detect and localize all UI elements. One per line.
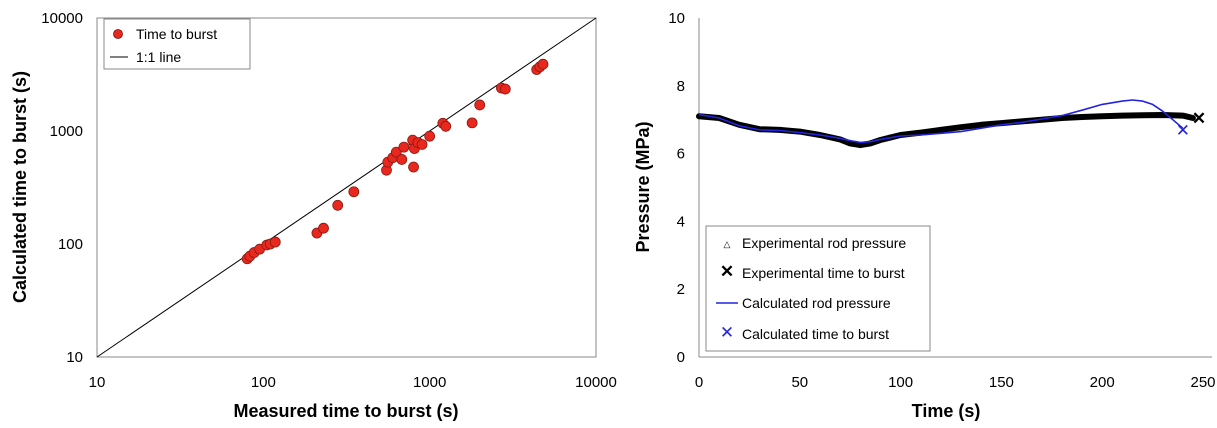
legend-marker-calculated-time-to-burst: ✕ [720, 323, 734, 342]
x-tick-label-1: 10000 [575, 374, 617, 391]
data-point-time-to-burst [466, 117, 478, 129]
x-tick-label-2: 50 [791, 374, 808, 391]
data-point-time-to-burst [499, 83, 511, 95]
data-point-time-to-burst [440, 120, 452, 132]
plot-area-1 [96, 17, 597, 358]
legend-2: △ Experimental rod pressure ✕ Experiment… [705, 225, 931, 352]
legend-label-time-to-burst: Time to burst [136, 26, 217, 42]
y-tick-label-1: 1000 [50, 123, 83, 140]
data-point-time-to-burst [348, 186, 360, 198]
legend-marker-experimental-time-to-burst: ✕ [720, 262, 734, 281]
y-tick-label-2: 4 [677, 213, 685, 230]
series-calculated-rod-pressure [698, 99, 1184, 144]
y-tick-label-1: 10000 [41, 10, 83, 27]
data-point-time-to-burst [318, 222, 329, 234]
x-tick-label-2: 150 [989, 374, 1014, 391]
y-tick-label-2: 10 [668, 10, 685, 27]
y-tick-label-2: 2 [677, 281, 685, 298]
data-point-time-to-burst [390, 146, 402, 158]
legend-1: Time to burst 1:1 line [103, 18, 251, 70]
y-tick-label-2: 0 [677, 349, 685, 366]
legend-label-experimental-rod-pressure: Experimental rod pressure [742, 235, 906, 251]
one-to-one-line [96, 17, 597, 358]
legend-label-calculated-rod-pressure: Calculated rod pressure [742, 295, 891, 311]
x-tick-label-2: 250 [1190, 374, 1215, 391]
x-tick-label-2: 100 [888, 374, 913, 391]
data-point-time-to-burst [474, 99, 486, 111]
legend-label-calculated-time-to-burst: Calculated time to burst [742, 326, 889, 342]
data-point-time-to-burst [269, 236, 281, 248]
x-tick-label-2: 0 [695, 374, 703, 391]
marker-calculated-time-to-burst: ✕ [1176, 121, 1190, 140]
legend-marker-time-to-burst [113, 29, 123, 39]
x-tick-label-1: 10 [89, 374, 106, 391]
legend-box-1 [103, 18, 251, 70]
x-axis-title-1: Measured time to burst (s) [233, 401, 458, 421]
data-point-time-to-burst [398, 141, 410, 153]
y-axis-title-2: Pressure (MPa) [633, 121, 653, 252]
data-point-time-to-burst [416, 139, 428, 150]
legend-box-2 [705, 225, 931, 352]
y-tick-label-2: 8 [677, 78, 685, 95]
y-tick-label-1: 100 [58, 236, 83, 253]
legend-label-one-to-one-line: 1:1 line [136, 49, 181, 65]
data-point-time-to-burst [408, 161, 419, 173]
y-axis-title-1: Calculated time to burst (s) [10, 71, 30, 303]
marker-experimental-time-to-burst: ✕ [1192, 109, 1206, 128]
x-tick-label-2: 200 [1090, 374, 1115, 391]
x-tick-label-1: 1000 [413, 374, 446, 391]
data-point-time-to-burst [424, 130, 436, 142]
y-tick-label-2: 6 [677, 146, 685, 163]
y-tick-label-1: 10 [66, 349, 83, 366]
data-point-time-to-burst [332, 199, 344, 211]
data-point-time-to-burst [396, 154, 408, 165]
legend-label-experimental-time-to-burst: Experimental time to burst [742, 265, 905, 281]
x-axis-title-2: Time (s) [912, 401, 981, 421]
data-point-time-to-burst [537, 58, 549, 70]
legend-marker-experimental-rod-pressure: △ [724, 239, 731, 249]
chart-scatter-calculated-vs-measured: 10 100 1000 10000 10 100 1000 10000 Measured ti… [10, 10, 617, 421]
x-tick-label-1: 100 [251, 374, 276, 391]
